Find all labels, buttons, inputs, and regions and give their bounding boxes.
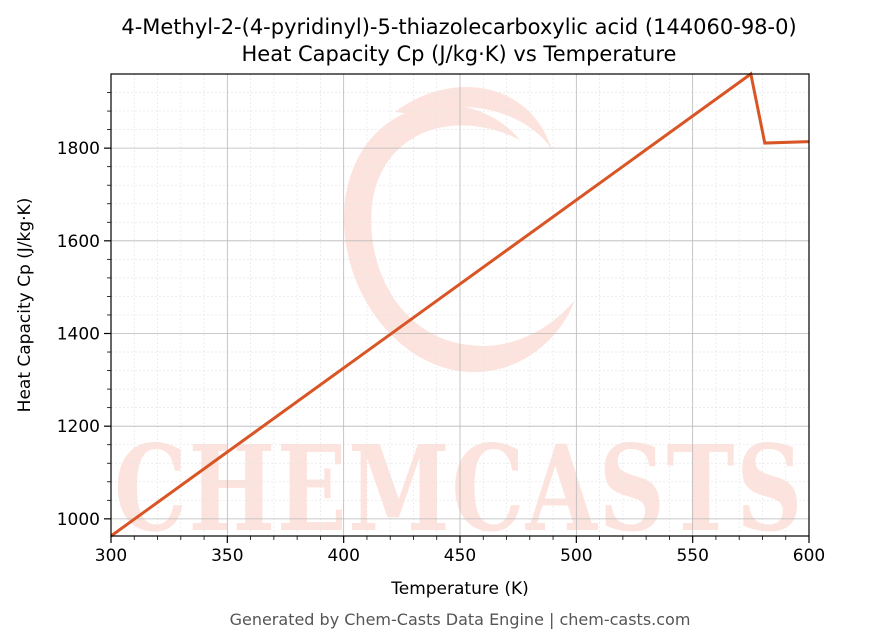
watermark-text: CHEMCASTS — [114, 419, 804, 558]
x-tick-label: 450 — [444, 546, 476, 566]
plot-area: CHEMCASTS 300 350 400 450 500 550 600 1000 1200 1… — [57, 71, 825, 566]
x-tick-label: 350 — [211, 546, 243, 566]
watermark: CHEMCASTS — [114, 87, 804, 558]
y-tick-label: 1000 — [57, 510, 100, 530]
x-tick-label: 300 — [95, 546, 127, 566]
major-grid — [110, 74, 810, 536]
x-tick-label: 400 — [327, 546, 359, 566]
x-tick-label: 600 — [793, 546, 825, 566]
chart-title: 4-Methyl-2-(4-pyridinyl)-5-thiazolecarbo… — [121, 15, 796, 39]
footer-credit: Generated by Chem-Casts Data Engine | ch… — [230, 610, 691, 629]
x-axis-label: Temperature (K) — [390, 579, 529, 599]
x-tick-label: 500 — [560, 546, 592, 566]
y-tick-label: 1600 — [57, 232, 100, 252]
chart-subtitle: Heat Capacity Cp (J/kg·K) vs Temperature — [242, 42, 677, 66]
y-tick-label: 1400 — [57, 324, 100, 344]
series-line-0 — [110, 71, 810, 538]
axis-ticks: 300 350 400 450 500 550 600 1000 1200 1400 1600 180… — [57, 92, 825, 566]
y-tick-label: 1200 — [57, 417, 100, 437]
y-tick-label: 1800 — [57, 139, 100, 159]
watermark-swoosh-top — [395, 87, 552, 150]
series-layer — [110, 71, 810, 538]
x-tick-label: 550 — [676, 546, 708, 566]
y-axis-label: Heat Capacity Cp (J/kg·K) — [15, 198, 35, 413]
